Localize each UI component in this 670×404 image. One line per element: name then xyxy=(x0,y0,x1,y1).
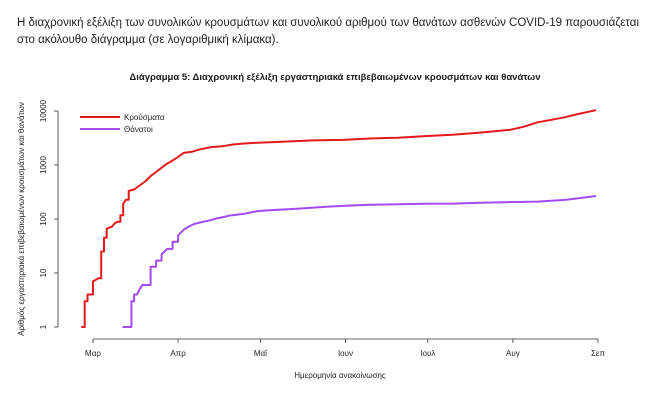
legend-label-cases: Κρούσματα xyxy=(124,113,165,122)
x-axis-title: Ημερομηνία ανακοίνωσης xyxy=(294,371,386,380)
x-tick-label: Σεπ xyxy=(591,349,606,358)
series-line-cases xyxy=(81,109,597,328)
y-tick-label: 10000 xyxy=(39,99,48,122)
y-axis-title: Αριθμός εργαστηριακά επιβεβαιωμένων κρου… xyxy=(17,102,26,336)
x-tick-label: Αυγ xyxy=(506,349,520,358)
x-tick-label: Ιουλ xyxy=(420,349,435,358)
intro-paragraph: Η διαχρονική εξέλιξη των συνολικών κρουσ… xyxy=(17,17,639,46)
x-tick-label: Μαρ xyxy=(85,349,101,358)
y-tick-label: 1 xyxy=(39,324,48,329)
x-tick-label: Ιουν xyxy=(338,349,353,358)
chart-title: Διάγραμμα 5: Διαχρονική εξέλιξη εργαστηρ… xyxy=(129,72,541,83)
x-tick-label: Μαΐ xyxy=(254,349,268,358)
x-tick-label: Απρ xyxy=(170,349,186,358)
y-tick-label: 100 xyxy=(39,212,48,226)
legend-label-deaths: Θάνατοι xyxy=(124,125,153,134)
y-tick-label: 1000 xyxy=(39,156,48,174)
series-line-deaths xyxy=(122,195,597,328)
y-tick-label: 10 xyxy=(39,268,48,277)
